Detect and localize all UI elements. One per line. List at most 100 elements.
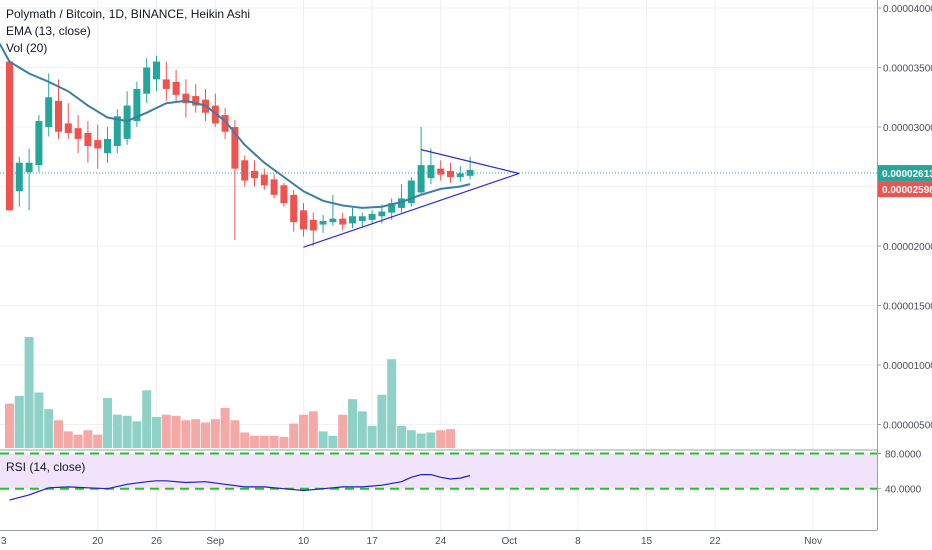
volume-bar	[83, 430, 93, 448]
volume-bar	[191, 419, 201, 448]
candle-body	[55, 100, 62, 132]
price-tick-label: 0.00001500	[883, 302, 932, 313]
candle-body	[74, 128, 82, 139]
candlestick-series	[6, 55, 474, 246]
volume-bar	[142, 390, 152, 448]
candle-body	[153, 61, 160, 80]
volume-bar	[54, 420, 63, 448]
volume-bar	[377, 394, 387, 448]
volume-legend[interactable]: Vol (20)	[6, 41, 48, 55]
time-tick-label: Sep	[206, 536, 224, 547]
volume-bar	[152, 416, 161, 448]
candle-body	[290, 194, 298, 223]
volume-bar	[446, 429, 455, 448]
candle-body	[64, 123, 72, 133]
candle-body	[378, 211, 386, 217]
candle-body	[447, 171, 454, 177]
candle-body	[437, 168, 445, 175]
candle-body	[182, 93, 190, 104]
ema-price-marker-box	[878, 165, 932, 182]
symbol-title[interactable]: Polymath / Bitcoin, 1D, BINANCE, Heikin …	[6, 7, 251, 21]
volume-bars	[5, 337, 455, 448]
rsi-tick-label: 40.0000	[885, 485, 922, 496]
volume-bar	[161, 414, 171, 448]
volume-bar	[426, 432, 436, 448]
time-tick-label: 8	[575, 536, 581, 547]
triangle-trendlines[interactable]	[303, 149, 520, 248]
candle-body	[368, 213, 376, 220]
rsi-line	[9, 474, 471, 501]
candle-body	[427, 165, 435, 179]
ema-legend[interactable]: EMA (13, close)	[6, 24, 91, 38]
volume-bar	[338, 414, 348, 448]
volume-bar	[299, 414, 308, 448]
candle-body	[407, 180, 415, 204]
volume-bar	[181, 420, 191, 448]
price-axis[interactable]: 0.000040000.000035000.000030000.00002500…	[877, 0, 932, 530]
volume-bar	[357, 411, 367, 448]
volume-bar	[132, 421, 142, 448]
chart-legend: Polymath / Bitcoin, 1D, BINANCE, Heikin …	[6, 6, 250, 57]
candle-body	[192, 96, 200, 106]
volume-bar	[14, 395, 24, 448]
candle-body	[94, 140, 102, 149]
candle-body	[143, 67, 151, 94]
candle-body	[358, 216, 366, 222]
time-tick-label: 10	[298, 536, 310, 547]
price-tick-label: 0.00003500	[883, 64, 932, 75]
volume-bar	[259, 435, 269, 448]
last-price-marker-box	[878, 181, 932, 198]
candle-body	[241, 160, 249, 181]
rsi-band	[0, 453, 877, 489]
volume-bar	[269, 435, 279, 448]
trendline	[303, 172, 520, 248]
ema-line	[0, 43, 471, 209]
volume-bar	[348, 399, 357, 448]
volume-bar	[406, 430, 416, 448]
candle-body	[123, 105, 131, 139]
volume-bar	[44, 409, 54, 448]
volume-bar	[34, 392, 44, 448]
volume-bar	[318, 431, 328, 448]
rsi-legend[interactable]: RSI (14, close)	[6, 460, 86, 474]
price-tick-label: 0.00002000	[883, 242, 932, 253]
candle-body	[260, 174, 268, 186]
candle-body	[6, 61, 13, 211]
time-tick-label: 22	[710, 536, 722, 547]
rsi-pane	[0, 449, 877, 531]
candle-body	[300, 210, 307, 230]
price-tick-label: 0.00000500	[883, 421, 932, 432]
volume-bar	[63, 431, 73, 448]
time-tick-label: Oct	[502, 536, 518, 547]
volume-bar	[73, 434, 83, 448]
candle-body	[270, 179, 278, 195]
rsi-tick-label: 80.0000	[885, 450, 922, 461]
candle-body	[309, 219, 317, 231]
candle-body	[280, 185, 288, 204]
volume-bar	[416, 433, 426, 448]
candle-body	[45, 97, 53, 127]
volume-bar	[24, 337, 34, 448]
volume-bar	[230, 420, 240, 448]
candle-body	[172, 81, 180, 95]
volume-bar	[93, 434, 103, 448]
candle-body	[221, 115, 229, 132]
time-axis[interactable]: 3 20 26 Sep 10 17 24 Oct 8 15 22 Nov	[1, 536, 822, 547]
time-tick-label: 20	[92, 536, 104, 547]
volume-bar	[250, 435, 259, 448]
candle-body	[319, 221, 327, 225]
candle-body	[251, 171, 258, 179]
volume-bar	[367, 425, 377, 448]
volume-bar	[220, 408, 230, 448]
price-tick-label: 0.00001000	[883, 361, 932, 372]
candle-body	[113, 116, 121, 147]
time-tick-label: 17	[367, 536, 379, 547]
candle-body	[456, 173, 464, 177]
candle-body	[349, 216, 356, 224]
volume-bar	[112, 414, 122, 448]
candle-body	[339, 218, 347, 225]
volume-bar	[210, 419, 220, 448]
volume-bar	[436, 430, 446, 448]
volume-bar	[240, 432, 250, 448]
